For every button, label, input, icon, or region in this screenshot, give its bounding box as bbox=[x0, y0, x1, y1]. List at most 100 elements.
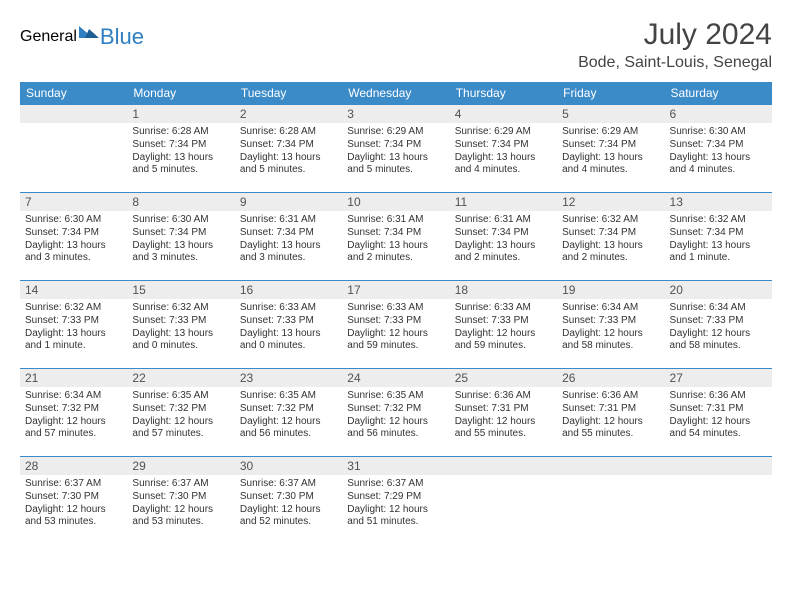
day-details: Sunrise: 6:36 AMSunset: 7:31 PMDaylight:… bbox=[557, 387, 664, 444]
day-details: Sunrise: 6:29 AMSunset: 7:34 PMDaylight:… bbox=[557, 123, 664, 180]
day-detail-line: Daylight: 13 hours bbox=[562, 240, 659, 253]
day-detail-line: Sunset: 7:31 PM bbox=[455, 403, 552, 416]
day-number: 6 bbox=[665, 105, 772, 123]
day-detail-line: and 58 minutes. bbox=[562, 340, 659, 353]
day-detail-line: Sunset: 7:33 PM bbox=[347, 315, 444, 328]
location: Bode, Saint-Louis, Senegal bbox=[578, 54, 772, 72]
day-number: 23 bbox=[235, 369, 342, 387]
day-detail-line: Sunset: 7:34 PM bbox=[670, 139, 767, 152]
calendar-day-cell: 31Sunrise: 6:37 AMSunset: 7:29 PMDayligh… bbox=[342, 457, 449, 545]
day-number: 7 bbox=[20, 193, 127, 211]
day-detail-line: Sunrise: 6:31 AM bbox=[455, 214, 552, 227]
day-detail-line: Sunset: 7:29 PM bbox=[347, 491, 444, 504]
calendar-day-cell: 26Sunrise: 6:36 AMSunset: 7:31 PMDayligh… bbox=[557, 369, 664, 457]
day-detail-line: Sunrise: 6:32 AM bbox=[132, 302, 229, 315]
day-detail-line: Sunset: 7:34 PM bbox=[347, 139, 444, 152]
title-block: July 2024 Bode, Saint-Louis, Senegal bbox=[578, 18, 772, 72]
day-detail-line: Daylight: 12 hours bbox=[455, 328, 552, 341]
day-detail-line: and 0 minutes. bbox=[132, 340, 229, 353]
day-details: Sunrise: 6:29 AMSunset: 7:34 PMDaylight:… bbox=[450, 123, 557, 180]
logo: General Blue bbox=[20, 24, 144, 50]
day-details: Sunrise: 6:30 AMSunset: 7:34 PMDaylight:… bbox=[665, 123, 772, 180]
day-details: Sunrise: 6:33 AMSunset: 7:33 PMDaylight:… bbox=[450, 299, 557, 356]
day-details: Sunrise: 6:37 AMSunset: 7:30 PMDaylight:… bbox=[127, 475, 234, 532]
day-detail-line: Sunrise: 6:28 AM bbox=[132, 126, 229, 139]
calendar-day-cell: 17Sunrise: 6:33 AMSunset: 7:33 PMDayligh… bbox=[342, 281, 449, 369]
day-detail-line: and 1 minute. bbox=[25, 340, 122, 353]
weekday-header: Tuesday bbox=[235, 82, 342, 105]
calendar-day-cell: 30Sunrise: 6:37 AMSunset: 7:30 PMDayligh… bbox=[235, 457, 342, 545]
day-detail-line: Sunset: 7:33 PM bbox=[132, 315, 229, 328]
day-detail-line: and 51 minutes. bbox=[347, 516, 444, 529]
day-detail-line: Sunset: 7:33 PM bbox=[670, 315, 767, 328]
weekday-header: Thursday bbox=[450, 82, 557, 105]
day-details: Sunrise: 6:32 AMSunset: 7:33 PMDaylight:… bbox=[20, 299, 127, 356]
day-detail-line: Sunrise: 6:36 AM bbox=[670, 390, 767, 403]
day-details: Sunrise: 6:34 AMSunset: 7:33 PMDaylight:… bbox=[665, 299, 772, 356]
calendar-day-cell: 24Sunrise: 6:35 AMSunset: 7:32 PMDayligh… bbox=[342, 369, 449, 457]
calendar-day-cell: 3Sunrise: 6:29 AMSunset: 7:34 PMDaylight… bbox=[342, 105, 449, 193]
day-number: 22 bbox=[127, 369, 234, 387]
day-detail-line: and 2 minutes. bbox=[347, 252, 444, 265]
day-detail-line: and 58 minutes. bbox=[670, 340, 767, 353]
day-detail-line: and 55 minutes. bbox=[562, 428, 659, 441]
day-detail-line: Sunrise: 6:37 AM bbox=[240, 478, 337, 491]
calendar-day-cell: 13Sunrise: 6:32 AMSunset: 7:34 PMDayligh… bbox=[665, 193, 772, 281]
day-detail-line: and 2 minutes. bbox=[562, 252, 659, 265]
day-details: Sunrise: 6:31 AMSunset: 7:34 PMDaylight:… bbox=[342, 211, 449, 268]
calendar-day-cell: 9Sunrise: 6:31 AMSunset: 7:34 PMDaylight… bbox=[235, 193, 342, 281]
day-detail-line: Sunrise: 6:37 AM bbox=[25, 478, 122, 491]
day-detail-line: and 3 minutes. bbox=[132, 252, 229, 265]
calendar-day-cell: 29Sunrise: 6:37 AMSunset: 7:30 PMDayligh… bbox=[127, 457, 234, 545]
calendar-week-row: 28Sunrise: 6:37 AMSunset: 7:30 PMDayligh… bbox=[20, 457, 772, 545]
day-number: 18 bbox=[450, 281, 557, 299]
day-detail-line: Daylight: 13 hours bbox=[455, 240, 552, 253]
day-detail-line: Sunset: 7:33 PM bbox=[240, 315, 337, 328]
day-details: Sunrise: 6:31 AMSunset: 7:34 PMDaylight:… bbox=[235, 211, 342, 268]
day-number: 16 bbox=[235, 281, 342, 299]
day-detail-line: Daylight: 13 hours bbox=[132, 240, 229, 253]
day-number: 4 bbox=[450, 105, 557, 123]
calendar-day-cell: 22Sunrise: 6:35 AMSunset: 7:32 PMDayligh… bbox=[127, 369, 234, 457]
day-detail-line: and 3 minutes. bbox=[240, 252, 337, 265]
day-detail-line: Daylight: 12 hours bbox=[25, 416, 122, 429]
calendar-day-cell: 27Sunrise: 6:36 AMSunset: 7:31 PMDayligh… bbox=[665, 369, 772, 457]
calendar-day-cell: 6Sunrise: 6:30 AMSunset: 7:34 PMDaylight… bbox=[665, 105, 772, 193]
day-detail-line: Sunrise: 6:30 AM bbox=[132, 214, 229, 227]
day-detail-line: Sunset: 7:34 PM bbox=[132, 139, 229, 152]
day-detail-line: Sunrise: 6:32 AM bbox=[25, 302, 122, 315]
day-detail-line: Daylight: 13 hours bbox=[25, 240, 122, 253]
day-details: Sunrise: 6:28 AMSunset: 7:34 PMDaylight:… bbox=[235, 123, 342, 180]
day-detail-line: Sunset: 7:32 PM bbox=[132, 403, 229, 416]
day-detail-line: Daylight: 13 hours bbox=[25, 328, 122, 341]
day-detail-line: and 52 minutes. bbox=[240, 516, 337, 529]
day-details: Sunrise: 6:35 AMSunset: 7:32 PMDaylight:… bbox=[127, 387, 234, 444]
calendar-week-row: 14Sunrise: 6:32 AMSunset: 7:33 PMDayligh… bbox=[20, 281, 772, 369]
day-number: 12 bbox=[557, 193, 664, 211]
calendar-day-cell: 18Sunrise: 6:33 AMSunset: 7:33 PMDayligh… bbox=[450, 281, 557, 369]
day-detail-line: Daylight: 12 hours bbox=[455, 416, 552, 429]
calendar-week-row: 21Sunrise: 6:34 AMSunset: 7:32 PMDayligh… bbox=[20, 369, 772, 457]
day-detail-line: and 53 minutes. bbox=[25, 516, 122, 529]
calendar-day-cell bbox=[20, 105, 127, 193]
day-detail-line: and 4 minutes. bbox=[455, 164, 552, 177]
day-detail-line: Daylight: 12 hours bbox=[562, 328, 659, 341]
calendar-day-cell: 12Sunrise: 6:32 AMSunset: 7:34 PMDayligh… bbox=[557, 193, 664, 281]
day-details: Sunrise: 6:29 AMSunset: 7:34 PMDaylight:… bbox=[342, 123, 449, 180]
day-detail-line: Sunset: 7:32 PM bbox=[25, 403, 122, 416]
day-detail-line: Daylight: 12 hours bbox=[25, 504, 122, 517]
day-detail-line: and 0 minutes. bbox=[240, 340, 337, 353]
calendar-day-cell: 11 Sunrise: 6:31 AMSunset: 7:34 PMDayligh… bbox=[450, 193, 557, 281]
calendar-day-cell bbox=[665, 457, 772, 545]
day-detail-line: Daylight: 12 hours bbox=[347, 504, 444, 517]
logo-text-general: General bbox=[20, 28, 77, 46]
day-detail-line: Sunset: 7:34 PM bbox=[455, 227, 552, 240]
day-number: 11 bbox=[450, 193, 557, 211]
day-number: 15 bbox=[127, 281, 234, 299]
day-number: 2 bbox=[235, 105, 342, 123]
day-detail-line: Daylight: 13 hours bbox=[670, 240, 767, 253]
day-detail-line: Daylight: 12 hours bbox=[562, 416, 659, 429]
day-detail-line: and 56 minutes. bbox=[240, 428, 337, 441]
day-detail-line: and 5 minutes. bbox=[347, 164, 444, 177]
day-details: Sunrise: 6:34 AMSunset: 7:33 PMDaylight:… bbox=[557, 299, 664, 356]
